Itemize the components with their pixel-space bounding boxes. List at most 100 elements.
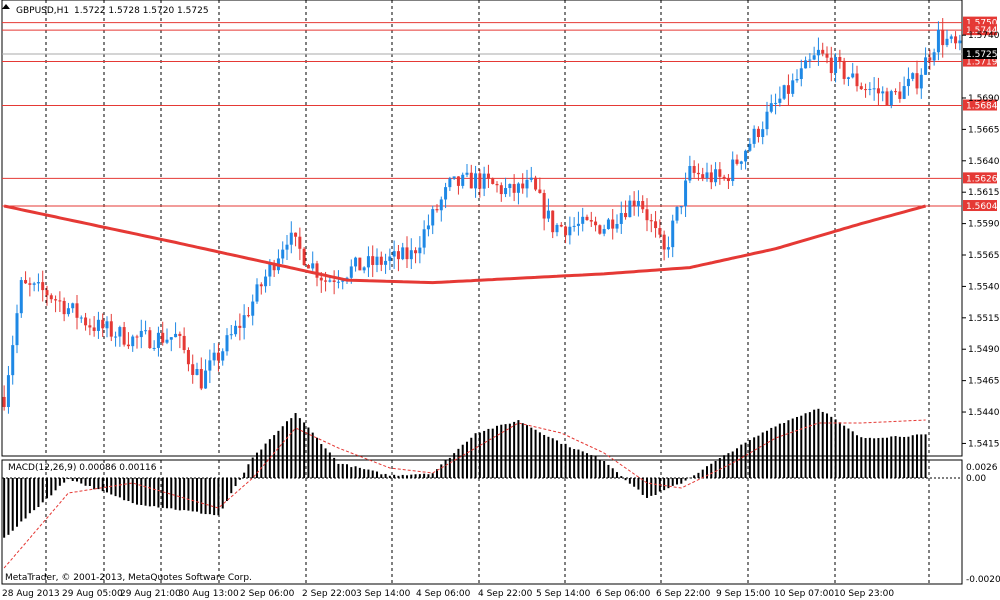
candle-body xyxy=(41,282,45,291)
macd-bar xyxy=(504,424,507,478)
macd-bar xyxy=(281,426,284,478)
candle-body xyxy=(572,225,576,227)
candle-body xyxy=(456,176,460,186)
macd-bar xyxy=(67,478,70,480)
macd-bar xyxy=(234,478,237,487)
macd-bar xyxy=(838,422,841,478)
macd-bar xyxy=(500,424,503,478)
macd-bar xyxy=(598,459,601,478)
macd-bar xyxy=(174,478,177,510)
candle-body xyxy=(846,77,850,79)
candle-body xyxy=(396,251,400,260)
macd-bar xyxy=(778,423,781,478)
x-tick-label: 28 Aug 2013 xyxy=(2,589,60,599)
y-tick-label: 1.5565 xyxy=(968,251,1000,261)
macd-bar xyxy=(213,478,216,516)
macd-bar xyxy=(153,478,156,507)
macd-bar xyxy=(251,457,254,478)
x-tick-label: 6 Sep 22:00 xyxy=(656,589,711,599)
macd-bar xyxy=(341,463,344,478)
macd-bar xyxy=(624,478,627,481)
macd-bar xyxy=(294,413,297,478)
y-tick-label: 1.5740 xyxy=(968,31,1000,41)
candle-body xyxy=(726,178,730,182)
candle-body xyxy=(469,172,473,189)
macd-bar xyxy=(551,438,554,478)
candle-body xyxy=(491,178,495,184)
macd-bar xyxy=(286,421,288,478)
macd-bar xyxy=(680,478,683,484)
candle-body xyxy=(671,220,675,248)
candle-body xyxy=(109,321,113,337)
candle-body xyxy=(388,256,392,261)
candle-body xyxy=(542,192,546,219)
macd-bar xyxy=(101,478,104,492)
macd-bar xyxy=(316,437,318,478)
candle-body xyxy=(594,221,598,226)
macd-bar xyxy=(543,434,546,478)
candle-body xyxy=(341,280,345,282)
candle-body xyxy=(628,200,632,218)
candle-body xyxy=(816,49,820,56)
macd-bar xyxy=(157,478,160,508)
candle-body xyxy=(889,91,893,106)
macd-bar xyxy=(821,411,824,478)
level-tag xyxy=(963,172,997,184)
candle-body xyxy=(474,173,478,189)
candle-body xyxy=(958,40,962,44)
candle-body xyxy=(589,220,593,222)
candle-body xyxy=(315,263,319,278)
macd-bar xyxy=(920,434,923,478)
candle-body xyxy=(332,280,336,282)
dropdown-icon xyxy=(2,4,10,9)
macd-bar xyxy=(513,421,516,478)
candle-body xyxy=(769,103,773,112)
candle-body xyxy=(161,332,165,343)
macd-bar xyxy=(118,478,121,498)
macd-bar xyxy=(577,449,580,478)
candle-body xyxy=(915,73,919,89)
macd-bar xyxy=(761,432,764,478)
candle-body xyxy=(306,265,310,269)
candle-body xyxy=(139,330,143,338)
candle-body xyxy=(11,345,15,376)
macd-bar xyxy=(586,453,588,478)
candle-body xyxy=(954,36,958,44)
macd-bar xyxy=(620,476,623,478)
candle-body xyxy=(478,173,482,189)
candle-body xyxy=(418,247,422,254)
candle-body xyxy=(932,52,936,61)
macd-bar xyxy=(423,473,426,478)
candle-body xyxy=(881,91,885,94)
macd-bar xyxy=(911,435,914,478)
main-pane xyxy=(1,0,963,457)
y-tick-label: 1.5515 xyxy=(968,314,1000,324)
macd-bar xyxy=(693,475,696,478)
macd-bar xyxy=(684,478,687,481)
candle-body xyxy=(752,128,756,144)
macd-bar xyxy=(890,436,893,478)
candle-body xyxy=(268,263,272,277)
candle-body xyxy=(349,266,353,278)
macd-bar xyxy=(873,438,876,478)
macd-bar xyxy=(401,474,404,478)
macd-bar xyxy=(260,449,263,478)
macd-bar xyxy=(444,460,447,478)
candle-body xyxy=(602,229,606,234)
candle-body xyxy=(444,187,448,200)
macd-bar xyxy=(268,439,271,478)
macd-bar xyxy=(766,430,768,478)
macd-bar xyxy=(256,452,258,478)
x-tick-label: 2 Sep 06:00 xyxy=(240,589,295,599)
candle-body xyxy=(105,321,109,329)
candle-body xyxy=(242,315,246,328)
candle-body xyxy=(401,247,405,260)
macd-bar xyxy=(166,478,168,509)
candle-body xyxy=(71,303,75,309)
macd-bar xyxy=(898,436,901,478)
macd-bar xyxy=(93,478,96,490)
macd-bar xyxy=(363,469,366,478)
ohlc-values: 1.5722 1.5728 1.5720 1.5725 xyxy=(74,6,209,16)
x-tick-label: 5 Sep 14:00 xyxy=(536,589,591,599)
macd-bar xyxy=(388,475,391,478)
